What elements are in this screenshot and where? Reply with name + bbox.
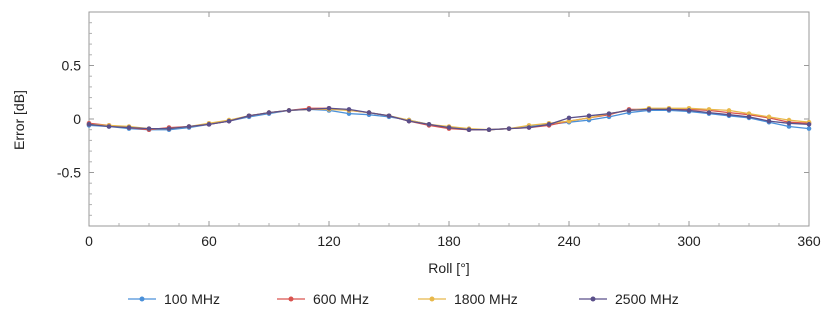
legend-marker bbox=[429, 296, 435, 302]
series-point bbox=[166, 126, 172, 131]
series-point bbox=[466, 127, 472, 132]
x-axis-title: Roll [°] bbox=[428, 260, 469, 276]
series-point bbox=[586, 113, 592, 119]
series-point bbox=[486, 127, 492, 132]
series-point bbox=[686, 108, 692, 113]
legend-marker bbox=[288, 296, 294, 302]
series-point bbox=[386, 113, 392, 119]
series-point bbox=[326, 106, 332, 111]
series-point bbox=[346, 111, 352, 116]
series-point bbox=[806, 122, 812, 127]
series-point bbox=[746, 111, 752, 116]
series-point bbox=[766, 114, 772, 120]
series-point bbox=[226, 118, 232, 124]
series-point bbox=[726, 112, 732, 118]
series-point bbox=[506, 126, 512, 131]
series-point bbox=[526, 125, 532, 130]
series-point bbox=[106, 124, 112, 129]
series-point bbox=[806, 126, 812, 131]
series-point bbox=[146, 126, 152, 131]
series-point bbox=[706, 110, 712, 115]
series-point bbox=[566, 118, 572, 124]
legend-label: 600 MHz bbox=[313, 291, 369, 307]
series-point bbox=[406, 118, 412, 124]
series-point bbox=[726, 108, 732, 113]
series-point bbox=[246, 113, 252, 119]
legend-marker bbox=[590, 296, 596, 302]
x-tick-label: 180 bbox=[437, 233, 461, 249]
series-point bbox=[766, 118, 772, 124]
legend-marker bbox=[139, 296, 145, 302]
y-tick-label: 0 bbox=[73, 111, 81, 127]
y-axis-title: Error [dB] bbox=[11, 90, 27, 150]
series-point bbox=[346, 107, 352, 112]
x-tick-label: 360 bbox=[797, 233, 821, 249]
x-tick-label: 300 bbox=[677, 233, 701, 249]
series-point bbox=[266, 110, 272, 115]
series-point bbox=[126, 125, 132, 130]
series-point bbox=[786, 120, 792, 126]
legend-label: 2500 MHz bbox=[615, 291, 679, 307]
series-point bbox=[306, 107, 312, 112]
series-point bbox=[646, 107, 652, 112]
series-point bbox=[626, 108, 632, 113]
legend-label: 100 MHz bbox=[164, 291, 220, 307]
y-tick-label: -0.5 bbox=[57, 165, 81, 181]
x-tick-label: 120 bbox=[317, 233, 341, 249]
series-point bbox=[666, 107, 672, 112]
series-point bbox=[86, 122, 92, 127]
y-tick-label: 0.5 bbox=[62, 58, 82, 74]
series-point bbox=[446, 125, 452, 130]
series-point bbox=[746, 114, 752, 120]
series-point bbox=[366, 110, 372, 115]
series-point bbox=[546, 122, 552, 127]
series-point bbox=[786, 117, 792, 123]
series-point bbox=[606, 111, 612, 116]
series-point bbox=[286, 108, 292, 113]
legend: 100 MHz 600 MHz 1800 MHz 2500 MHz bbox=[128, 291, 679, 307]
series-point bbox=[186, 124, 192, 129]
plot-area: 0 60 120 180 240 300 360 0.5 0 -0.5 bbox=[57, 11, 821, 249]
x-tick-label: 240 bbox=[557, 233, 581, 249]
x-tick-label: 60 bbox=[201, 233, 217, 249]
series-point bbox=[786, 124, 792, 129]
plot-frame bbox=[88, 11, 810, 227]
x-tick-label: 0 bbox=[85, 233, 93, 249]
series-point bbox=[426, 122, 432, 127]
legend-label: 1800 MHz bbox=[454, 291, 518, 307]
series-point bbox=[566, 115, 572, 121]
series-point bbox=[206, 122, 212, 127]
series-point bbox=[706, 107, 712, 112]
